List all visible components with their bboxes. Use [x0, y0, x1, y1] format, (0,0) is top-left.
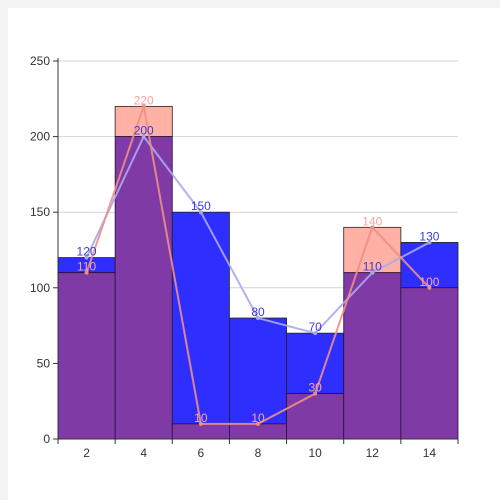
data-label-1: 130 — [419, 229, 439, 243]
data-label-1: 150 — [191, 199, 211, 213]
y-tick-label: 0 — [43, 432, 50, 446]
data-label-2: 30 — [308, 381, 322, 395]
x-tick-label: 6 — [198, 446, 205, 460]
series-point-1 — [313, 331, 318, 336]
x-tick-label: 8 — [255, 446, 262, 460]
series-point-1 — [370, 270, 375, 275]
x-tick-label: 4 — [140, 446, 147, 460]
bar-overlap — [114, 136, 173, 440]
series-point-1 — [256, 316, 260, 321]
data-label-2: 10 — [194, 411, 208, 425]
y-tick-label: 250 — [30, 54, 50, 68]
bar-overlap — [57, 272, 116, 440]
data-label-2: 110 — [77, 260, 96, 274]
data-label-1: 80 — [251, 305, 265, 319]
data-label-1: 200 — [134, 124, 154, 138]
bar-overlap — [343, 272, 402, 440]
series-point-2 — [141, 104, 146, 109]
bar-overlap — [171, 423, 230, 440]
data-label-1: 120 — [77, 245, 97, 259]
series-lines — [84, 102, 432, 426]
bar-upper — [229, 317, 287, 425]
y-tick-label: 100 — [30, 281, 50, 295]
series-point-1 — [84, 255, 89, 260]
series-point-2 — [427, 285, 432, 290]
x-tick-label: 12 — [366, 446, 380, 460]
bar-upper — [400, 242, 459, 289]
y-tick-label: 50 — [37, 356, 51, 370]
x-tick-label: 2 — [83, 446, 90, 460]
chart-card: 0 50 100 150 200 250 2 4 6 8 10 12 14 120 200 150 80 70 1… — [8, 8, 500, 500]
bar-overlap — [400, 287, 459, 440]
series-point-2 — [313, 391, 318, 396]
series-point-1 — [427, 240, 432, 245]
x-tick-label: 10 — [308, 446, 322, 460]
data-label-2: 100 — [419, 275, 439, 289]
series-point-2 — [256, 421, 260, 426]
series-point-2 — [370, 225, 375, 230]
y-tick-label: 150 — [30, 205, 50, 219]
data-label-2: 10 — [251, 411, 265, 425]
bars — [57, 105, 459, 440]
bar-overlap — [229, 423, 287, 440]
bar-overlap — [286, 393, 345, 440]
data-label-1: 70 — [308, 320, 322, 334]
x-tick-label: 14 — [423, 446, 437, 460]
data-label-1: 110 — [363, 260, 382, 274]
data-label-2: 220 — [134, 93, 154, 107]
axes: 0 50 100 150 200 250 2 4 6 8 10 12 14 — [30, 54, 459, 460]
series-point-1 — [198, 210, 203, 215]
series-point-2 — [84, 270, 89, 275]
y-tick-label: 200 — [30, 130, 50, 144]
series-point-2 — [198, 421, 203, 426]
series-point-1 — [141, 134, 146, 139]
data-labels: 120 200 150 80 70 110 130 110 220 10 10 30 140 100 — [77, 93, 440, 425]
data-label-2: 140 — [362, 214, 382, 228]
